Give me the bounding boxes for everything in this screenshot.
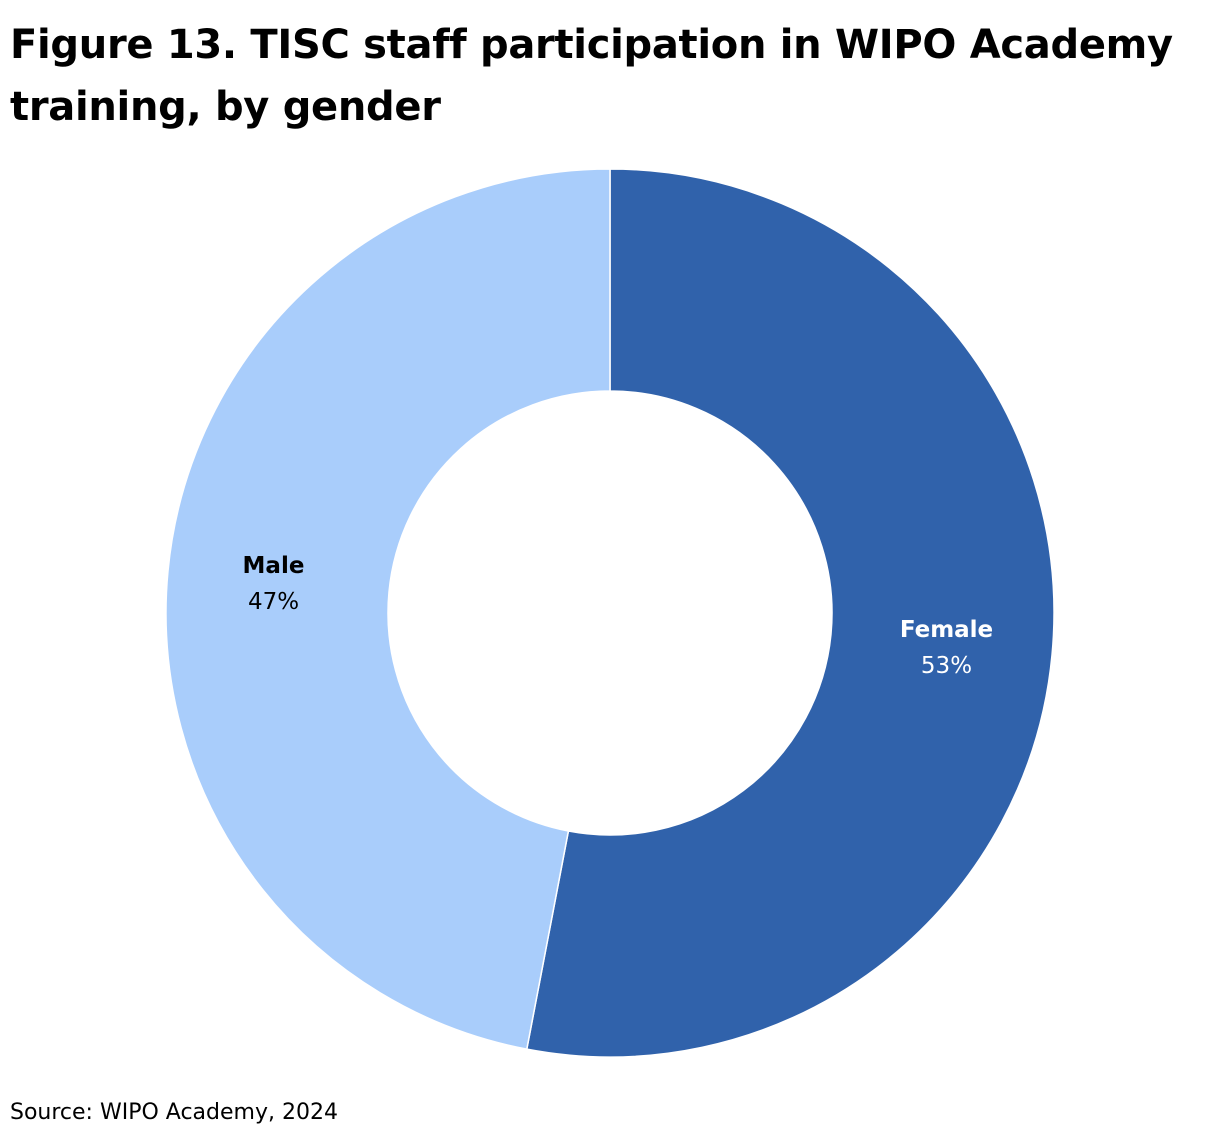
slice-label-male: Male xyxy=(243,553,305,579)
donut-slice-male xyxy=(165,168,611,1051)
donut-slice-female xyxy=(525,168,1055,1058)
donut-labels: Female 53% Male 47% xyxy=(243,553,994,679)
donut-slices xyxy=(165,168,1055,1058)
source-note: Source: WIPO Academy, 2024 xyxy=(10,1100,338,1125)
slice-value-female: 53% xyxy=(921,653,972,679)
slice-value-male: 47% xyxy=(248,589,299,615)
chart-title: Figure 13. TISC staff participation in W… xyxy=(10,22,1173,130)
slice-label-female: Female xyxy=(900,617,993,643)
